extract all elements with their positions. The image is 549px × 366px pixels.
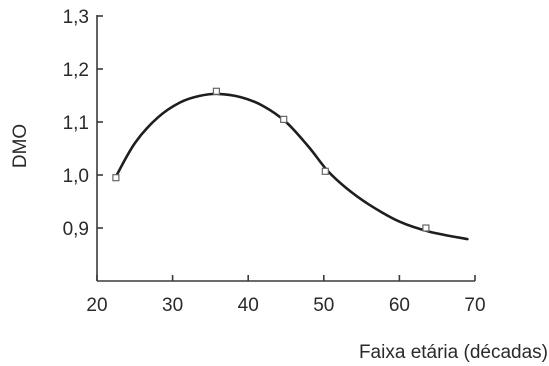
x-tick-label: 40 xyxy=(238,295,259,316)
x-tick-label: 60 xyxy=(389,295,410,316)
y-tick-label: 1,1 xyxy=(63,113,89,134)
data-point xyxy=(281,116,287,122)
data-point xyxy=(322,168,328,174)
x-tick-label: 70 xyxy=(464,295,485,316)
x-tick-label: 30 xyxy=(162,295,183,316)
y-tick-label: 1,3 xyxy=(63,7,89,28)
y-tick-label: 1,2 xyxy=(63,60,89,81)
x-axis-label: Faixa etária (décadas) xyxy=(359,342,548,363)
y-tick-label: 0,9 xyxy=(63,219,89,240)
data-point xyxy=(213,88,219,94)
x-tick-label: 50 xyxy=(313,295,334,316)
axes xyxy=(97,15,475,281)
data-point xyxy=(423,225,429,231)
y-axis-label: DMO xyxy=(10,124,31,168)
data-point xyxy=(113,175,119,181)
y-tick-label: 1,0 xyxy=(63,166,89,187)
x-tick-label: 20 xyxy=(86,295,107,316)
trend-curve xyxy=(116,94,468,239)
